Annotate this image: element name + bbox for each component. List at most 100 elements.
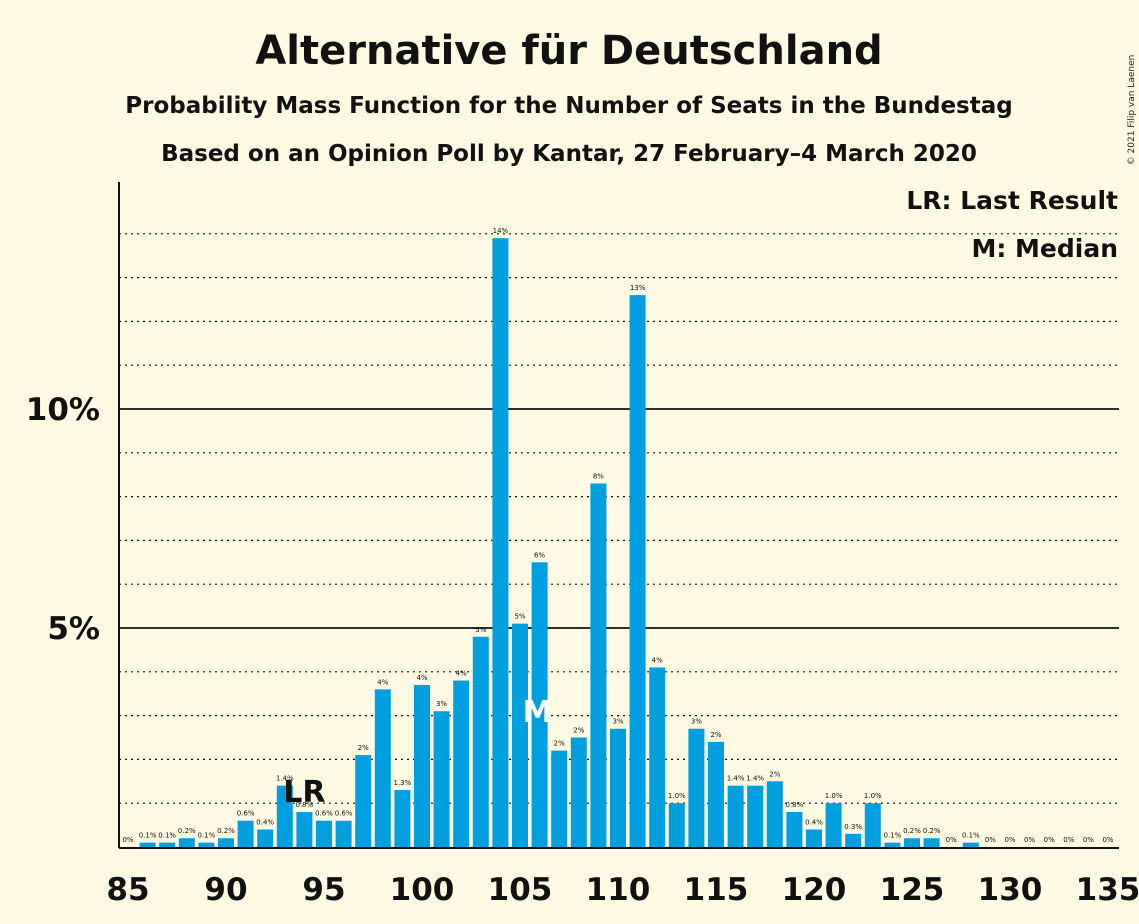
bar-seat-118 — [766, 781, 783, 847]
bar-label-seat-112: 4% — [652, 656, 663, 664]
bar-label-seat-120: 0.4% — [805, 818, 823, 826]
bar-label-seat-110: 3% — [612, 718, 623, 726]
bar-seat-111 — [629, 295, 646, 847]
bar-seat-106 — [531, 562, 548, 847]
bar-seat-108 — [570, 737, 587, 847]
x-tick-label: 120 — [782, 872, 847, 908]
x-tick-label: 105 — [488, 872, 553, 908]
bar-seat-90 — [218, 838, 234, 847]
bar-seat-95 — [316, 820, 332, 847]
bar-label-seat-88: 0.2% — [178, 827, 196, 835]
bar-label-seat-118: 2% — [769, 770, 780, 778]
bar-seat-91 — [237, 820, 254, 847]
bar-label-seat-125: 0.2% — [903, 827, 921, 835]
bar-seat-98 — [374, 689, 391, 847]
bar-label-seat-101: 3% — [436, 700, 447, 708]
bar-label-seat-127: 0% — [946, 836, 957, 844]
bar-seat-119 — [786, 811, 803, 847]
bar-seat-109 — [590, 483, 607, 847]
y-tick-label: 10% — [26, 392, 100, 428]
bar-label-seat-103: 5% — [475, 626, 486, 634]
bar-label-seat-116: 1.4% — [727, 775, 745, 783]
bar-seat-88 — [178, 838, 195, 847]
bar-seat-100 — [414, 684, 430, 847]
bar-label-seat-114: 3% — [691, 718, 702, 726]
bar-label-seat-128: 0.1% — [962, 832, 980, 840]
bar-seat-94 — [296, 811, 313, 847]
x-tick-label: 90 — [204, 872, 247, 908]
x-tick-label: 95 — [302, 872, 345, 908]
bar-label-seat-135: 0% — [1102, 836, 1113, 844]
copyright-notice: © 2021 Filip van Laenen — [1127, 55, 1137, 166]
y-axis-ticks: 5% 10% — [26, 392, 100, 647]
x-tick-label: 125 — [880, 872, 945, 908]
bar-label-seat-87: 0.1% — [158, 832, 176, 840]
bar-seat-113 — [668, 803, 685, 847]
bar-seat-124 — [884, 842, 901, 847]
legend-median: M: Median — [971, 234, 1118, 263]
median-marker: M — [523, 695, 553, 730]
bar-label-seat-133: 0% — [1063, 836, 1074, 844]
bar-label-seat-124: 0.1% — [884, 832, 902, 840]
bar-seat-96 — [335, 820, 352, 847]
bar-label-seat-102: 4% — [456, 670, 467, 678]
bar-label-seat-134: 0% — [1083, 836, 1094, 844]
chart-subtitle: Probability Mass Function for the Number… — [125, 93, 1012, 119]
bar-seat-92 — [257, 829, 274, 847]
bar-label-seat-108: 2% — [573, 727, 584, 735]
x-tick-label: 135 — [1076, 872, 1139, 908]
legend-last-result: LR: Last Result — [906, 186, 1118, 215]
bar-label-seat-126: 0.2% — [923, 827, 941, 835]
bar-label-seat-94: 0.8% — [296, 801, 314, 809]
bar-seat-128 — [962, 842, 979, 847]
x-tick-label: 85 — [106, 872, 149, 908]
bar-label-seat-91: 0.6% — [237, 810, 255, 818]
bar-seat-117 — [747, 785, 764, 847]
x-axis-ticks: 85 90 95 100 105 110 115 120 125 130 135 — [106, 872, 1139, 908]
bar-seat-103 — [472, 636, 489, 847]
bar-label-seat-92: 0.4% — [256, 818, 274, 826]
bar-seat-116 — [727, 785, 744, 847]
bar-label-seat-131: 0% — [1024, 836, 1035, 844]
bar-label-seat-130: 0% — [1004, 836, 1015, 844]
bar-seat-86 — [139, 842, 156, 847]
bar-seat-126 — [923, 838, 940, 847]
bar-label-seat-86: 0.1% — [139, 832, 157, 840]
bar-seat-101 — [433, 711, 450, 847]
y-tick-label: 5% — [47, 611, 100, 647]
bar-seat-99 — [394, 790, 411, 847]
bar-label-seat-115: 2% — [710, 731, 721, 739]
bar-seat-89 — [198, 842, 215, 847]
chart-title: Alternative für Deutschland — [255, 28, 882, 74]
bar-label-seat-99: 1.3% — [394, 779, 412, 787]
bar-label-seat-113: 1.0% — [668, 792, 686, 800]
bar-seat-112 — [649, 667, 666, 847]
x-tick-label: 130 — [978, 872, 1043, 908]
bar-seat-114 — [688, 728, 705, 847]
bar-label-seat-104: 14% — [493, 227, 509, 235]
bar-label-seat-132: 0% — [1044, 836, 1055, 844]
bar-label-seat-122: 0.3% — [844, 823, 862, 831]
bar-label-seat-121: 1.0% — [825, 792, 843, 800]
bar-seat-102 — [453, 680, 470, 847]
bar-seat-87 — [159, 842, 176, 847]
bar-label-seat-89: 0.1% — [198, 832, 216, 840]
bar-label-seat-90: 0.2% — [217, 827, 235, 835]
bar-label-seat-96: 0.6% — [335, 810, 353, 818]
bar-seat-123 — [864, 803, 881, 847]
bar-seat-104 — [492, 238, 509, 847]
bar-label-seat-106: 6% — [534, 551, 545, 559]
bar-seat-122 — [845, 833, 862, 847]
bar-label-seat-119: 0.8% — [786, 801, 804, 809]
bar-seat-105 — [512, 623, 528, 847]
bar-seat-93 — [276, 785, 293, 847]
bar-label-seat-111: 13% — [630, 284, 646, 292]
bar-seat-107 — [551, 750, 568, 847]
bar-seat-120 — [806, 829, 822, 847]
x-tick-label: 110 — [586, 872, 651, 908]
bar-label-seat-123: 1.0% — [864, 792, 882, 800]
x-tick-label: 100 — [390, 872, 455, 908]
bar-labels: 0%0.1% 0.1%0.2%0.1%0.2%0.6%0.4%1.4%0.8%0.… — [122, 227, 1113, 844]
bar-seat-125 — [904, 838, 920, 847]
